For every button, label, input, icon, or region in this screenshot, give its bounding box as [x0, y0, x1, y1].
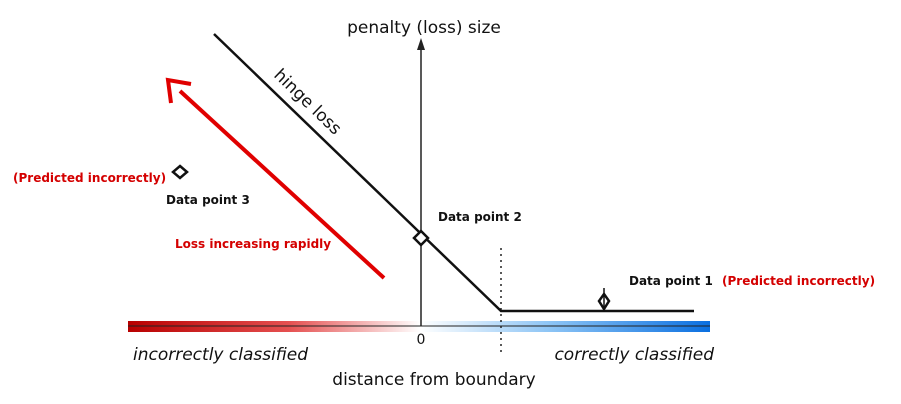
data-point-3-marker [171, 164, 189, 180]
right-region-label: correctly classified [554, 345, 714, 365]
data-point-2-label: Data point 2 [438, 210, 522, 224]
hinge-loss-label: hinge loss [270, 65, 346, 139]
x-axis-label: distance from boundary [332, 370, 535, 390]
data-point-3-label: Data point 3 [166, 193, 250, 207]
loss-increase-arrowhead [165, 77, 192, 104]
y-axis-arrowhead [417, 38, 425, 50]
loss-increase-arrow [178, 89, 386, 280]
loss-increase-label: Loss increasing rapidly [175, 237, 331, 251]
hinge-loss-curve [213, 33, 694, 313]
y-axis-label: penalty (loss) size [347, 18, 501, 38]
left-region-label: incorrectly classified [133, 345, 308, 365]
origin-label: 0 [417, 332, 426, 348]
data-point-2-marker [412, 229, 430, 247]
data-point-3-note: (Predicted incorrectly) [13, 171, 166, 185]
data-point-1-note: (Predicted incorrectly) [722, 274, 875, 288]
data-point-1-label: Data point 1 [629, 274, 713, 288]
